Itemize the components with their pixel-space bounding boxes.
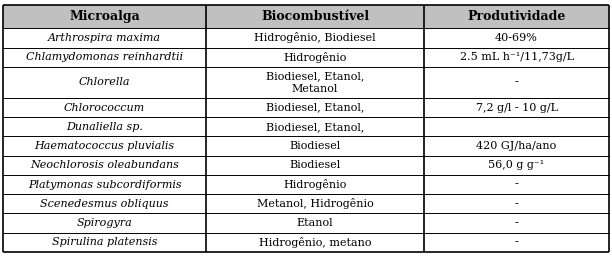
Bar	[3, 156, 609, 175]
Text: Etanol: Etanol	[297, 218, 334, 228]
Bar	[3, 194, 609, 213]
Text: 420 GJ/ha/ano: 420 GJ/ha/ano	[476, 141, 557, 151]
Text: Biodiesel: Biodiesel	[289, 141, 341, 151]
Text: Chlamydomonas reinhardtii: Chlamydomonas reinhardtii	[26, 52, 183, 62]
Bar	[3, 98, 609, 117]
Text: Spirogyra: Spirogyra	[76, 218, 132, 228]
Text: Haematococcus pluvialis: Haematococcus pluvialis	[34, 141, 174, 151]
Bar	[3, 48, 609, 67]
Text: Chlorella: Chlorella	[79, 77, 130, 87]
Text: Platymonas subcordiformis: Platymonas subcordiformis	[28, 179, 181, 189]
Text: 7,2 g/l - 10 g/L: 7,2 g/l - 10 g/L	[476, 103, 558, 113]
Text: 40-69%: 40-69%	[495, 33, 538, 43]
Text: Produtividade: Produtividade	[468, 10, 565, 23]
Bar	[3, 175, 609, 194]
Bar	[3, 213, 609, 233]
Text: Neochlorosis oleabundans: Neochlorosis oleabundans	[30, 160, 179, 170]
Text: Hidrogênio, metano: Hidrogênio, metano	[259, 237, 371, 248]
Text: Spirulina platensis: Spirulina platensis	[52, 237, 157, 247]
Text: Microalga: Microalga	[69, 10, 140, 23]
Text: 56,0 g g⁻¹: 56,0 g g⁻¹	[488, 160, 545, 170]
Text: -: -	[515, 77, 518, 87]
Text: Biodiesel, Etanol,: Biodiesel, Etanol,	[266, 122, 364, 132]
Bar	[3, 136, 609, 156]
Bar	[3, 233, 609, 252]
Text: Biodiesel, Etanol,: Biodiesel, Etanol,	[266, 103, 364, 113]
Text: -: -	[515, 179, 518, 189]
Text: Biodiesel: Biodiesel	[289, 160, 341, 170]
Text: Chlorococcum: Chlorococcum	[64, 103, 145, 113]
Text: Hidrogênio: Hidrogênio	[283, 52, 347, 63]
Text: Hidrogênio, Biodiesel: Hidrogênio, Biodiesel	[254, 32, 376, 43]
Text: Biodiesel, Etanol,
Metanol: Biodiesel, Etanol, Metanol	[266, 71, 364, 94]
Text: -: -	[515, 218, 518, 228]
Text: 2.5 mL h⁻¹/11,73g/L: 2.5 mL h⁻¹/11,73g/L	[460, 52, 573, 62]
Text: Biocombustível: Biocombustível	[261, 10, 369, 23]
Text: -: -	[515, 237, 518, 247]
Text: Hidrogênio: Hidrogênio	[283, 179, 347, 190]
Bar	[3, 117, 609, 136]
Text: Metanol, Hidrogênio: Metanol, Hidrogênio	[256, 198, 373, 209]
Text: -: -	[515, 199, 518, 209]
Bar	[3, 67, 609, 98]
Text: Scenedesmus obliquus: Scenedesmus obliquus	[40, 199, 169, 209]
Bar	[3, 28, 609, 48]
Text: Dunaliella sp.: Dunaliella sp.	[66, 122, 143, 132]
Bar	[3, 5, 609, 28]
Text: Arthrospira maxima: Arthrospira maxima	[48, 33, 161, 43]
